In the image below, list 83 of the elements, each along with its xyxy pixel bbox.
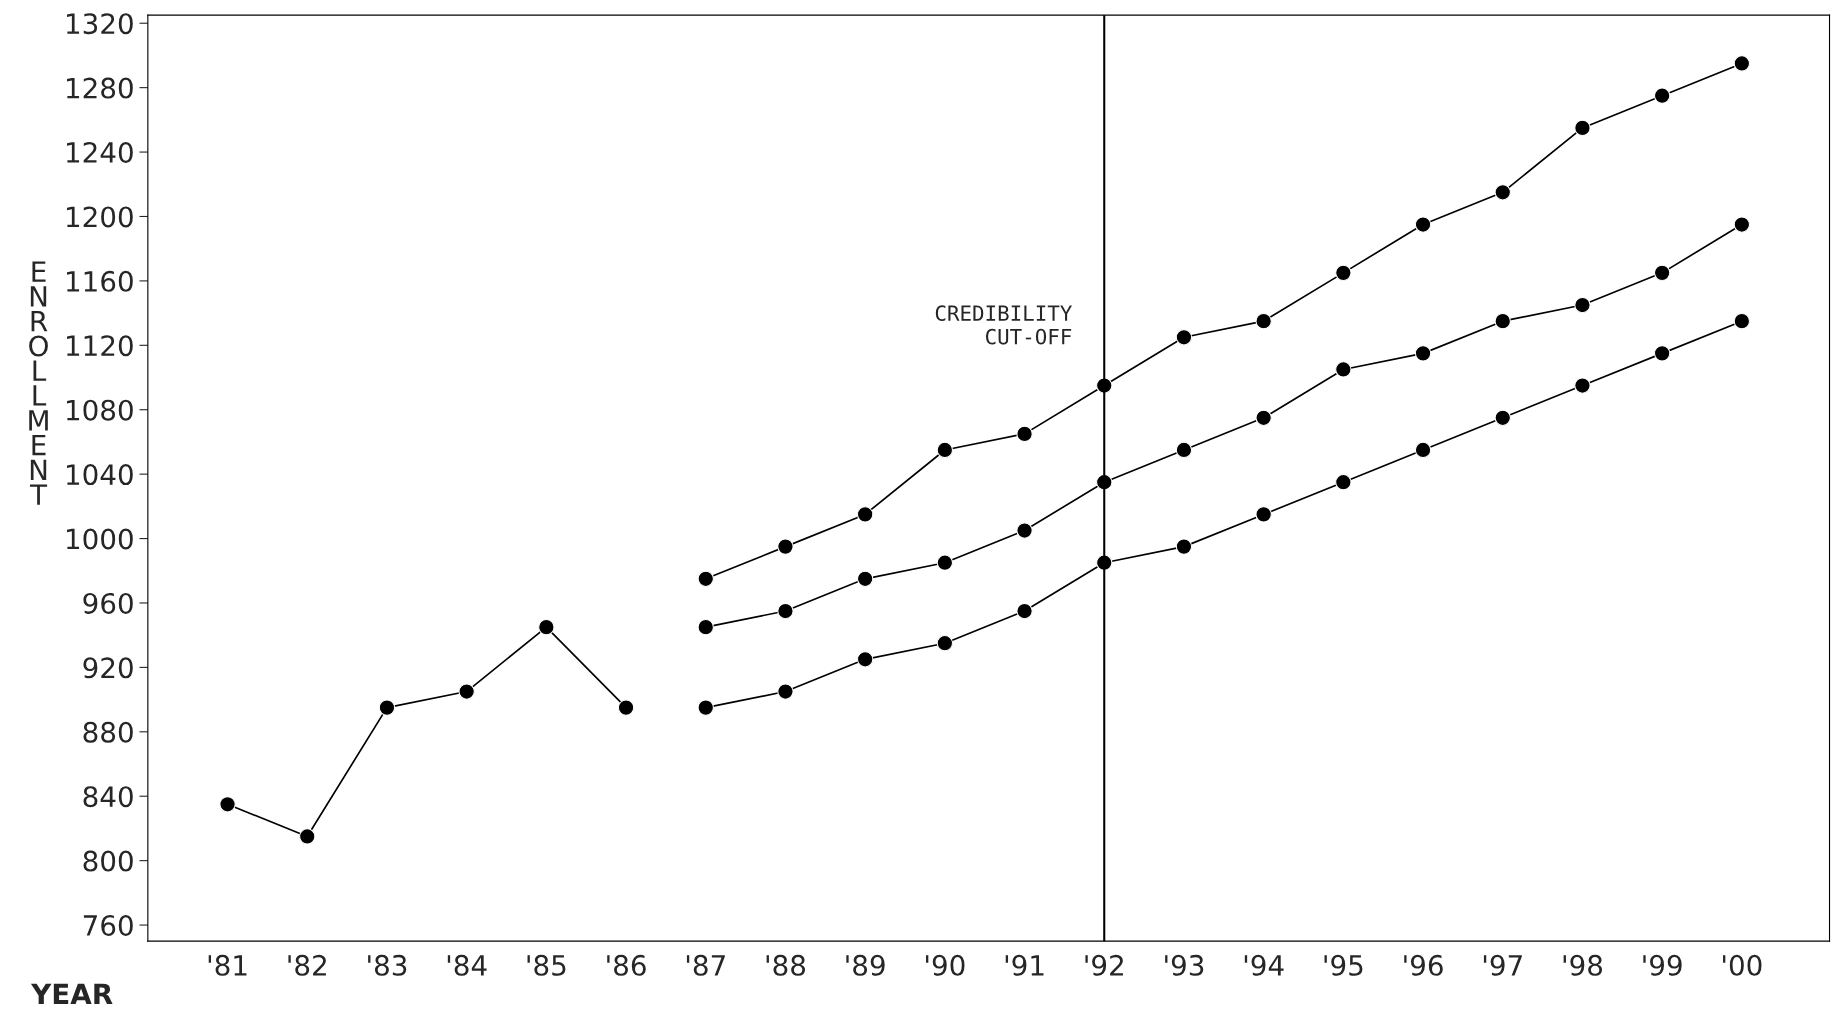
point [1255, 409, 1272, 426]
y-tick-label: 1080 [67, 399, 133, 421]
point [1414, 345, 1432, 362]
point [458, 683, 475, 700]
point [1733, 313, 1751, 330]
x-tick-label: '86 [607, 954, 646, 976]
point [936, 635, 953, 652]
point [1175, 538, 1193, 555]
y-tick-label: 840 [83, 786, 133, 808]
y-tick-label: 880 [83, 721, 133, 743]
text: ENROLLMENT [29, 261, 48, 505]
y-tick-label: 800 [83, 850, 133, 872]
point [1255, 313, 1272, 330]
x-tick-label: '82 [288, 954, 326, 976]
x-tick-label: '91 [1005, 954, 1044, 976]
point [1016, 602, 1033, 620]
point [538, 618, 555, 636]
point [1574, 119, 1591, 137]
y-tick-label: 1160 [67, 270, 133, 292]
point [777, 538, 794, 555]
point [697, 618, 714, 636]
x-tick-label: '88 [766, 954, 806, 976]
point [1574, 377, 1591, 394]
point [1255, 506, 1272, 523]
x-tick-label: '83 [368, 954, 407, 976]
x-tick-label: '93 [1165, 954, 1204, 976]
y-tick-label: 1200 [67, 206, 133, 228]
x-tick-label: '97 [1483, 954, 1522, 976]
point [378, 699, 396, 716]
point [856, 651, 874, 668]
y-tick-label: 1280 [67, 77, 133, 99]
y-tick-label: 960 [83, 592, 133, 614]
x-axis-title: YEAR [30, 983, 113, 1004]
y-tick-label: 920 [83, 657, 133, 679]
x-tick-label: '95 [1324, 954, 1363, 976]
x-tick-label: '84 [447, 954, 487, 976]
y-tick-label: 1320 [67, 13, 133, 35]
point [1175, 329, 1193, 346]
point [777, 602, 794, 620]
point [856, 570, 874, 587]
y-tick-label: 1040 [67, 464, 133, 486]
point [617, 699, 635, 716]
point [1414, 216, 1432, 233]
point [1653, 264, 1671, 281]
point [1494, 313, 1511, 330]
x-tick-label: '87 [686, 954, 725, 976]
point [1335, 264, 1352, 281]
y-tick-label: 1000 [67, 528, 133, 550]
point [936, 554, 953, 571]
point [1733, 55, 1751, 72]
ref-line-label: CREDIBILITY CUT-OFF [935, 305, 1072, 345]
x-tick-label: '90 [926, 954, 965, 976]
point [1016, 425, 1033, 443]
point [1733, 216, 1751, 233]
point [299, 828, 316, 845]
point [1414, 441, 1432, 459]
point [1335, 361, 1352, 378]
point [697, 699, 714, 716]
x-tick-label: '81 [208, 954, 247, 976]
y-tick-label: 760 [83, 914, 133, 936]
x-tick-label: '98 [1563, 954, 1603, 976]
point [936, 441, 953, 459]
point [1335, 474, 1352, 491]
x-tick-label: '85 [527, 954, 566, 976]
point [697, 570, 714, 587]
y-tick-label: 1120 [67, 335, 133, 357]
point [777, 683, 794, 700]
x-tick-label: '96 [1404, 954, 1443, 976]
x-tick-label: '00 [1723, 954, 1762, 976]
x-tick-label: '94 [1244, 954, 1284, 976]
x-tick-label: '99 [1643, 954, 1682, 976]
y-tick-label: 1240 [67, 142, 133, 164]
point [219, 796, 236, 813]
point [1574, 296, 1591, 314]
x-tick-label: '92 [1085, 954, 1123, 976]
point [856, 506, 874, 523]
point [1653, 87, 1671, 104]
point [1494, 409, 1511, 426]
point [1653, 345, 1671, 362]
point [1175, 441, 1193, 459]
point [1016, 522, 1033, 539]
x-tick-label: '89 [846, 954, 885, 976]
point [1494, 184, 1511, 201]
